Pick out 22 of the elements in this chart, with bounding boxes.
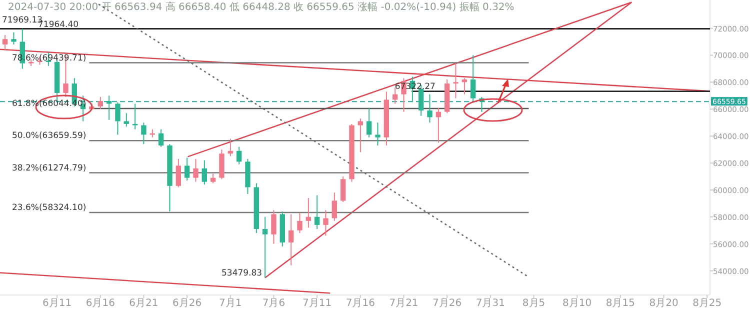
x-tick-label: 6月21 xyxy=(129,298,158,309)
x-tick-label: 8月5 xyxy=(522,298,546,309)
annotation: 50.0%(63659.59) xyxy=(12,131,86,142)
x-tick-label: 8月20 xyxy=(649,298,678,309)
annotation: 38.2%(61274.79) xyxy=(12,163,86,174)
annotation: 23.6%(58324.10) xyxy=(12,203,86,214)
x-tick-label: 7月11 xyxy=(302,298,332,309)
x-tick-label: 8月15 xyxy=(606,298,635,309)
x-tick-label: 7月6 xyxy=(262,298,286,309)
x-tick-label: 7月26 xyxy=(432,298,462,309)
annotation: 53479.83 xyxy=(222,268,262,278)
x-tick-label: 6月16 xyxy=(86,298,115,309)
annotation: 2024-07-30 20:00 开 66563.94 高 66658.40 低 66448.28 收 66559.65 涨幅 -0.02%(-10.94) 振幅 0.32% xyxy=(8,1,514,13)
ref-line-label: 71964.40 xyxy=(38,20,79,30)
x-tick-label: 7月1 xyxy=(219,298,242,309)
x-tick-label: 7月16 xyxy=(346,298,375,309)
x-tick-label: 8月25 xyxy=(692,298,722,309)
x-tick-label: 6月26 xyxy=(172,298,202,309)
x-tick-label: 7月31 xyxy=(476,298,505,309)
x-tick-label: 6月11 xyxy=(42,298,72,309)
x-tick-label: 7月21 xyxy=(389,298,418,309)
x-tick-label: 8月10 xyxy=(562,298,592,309)
